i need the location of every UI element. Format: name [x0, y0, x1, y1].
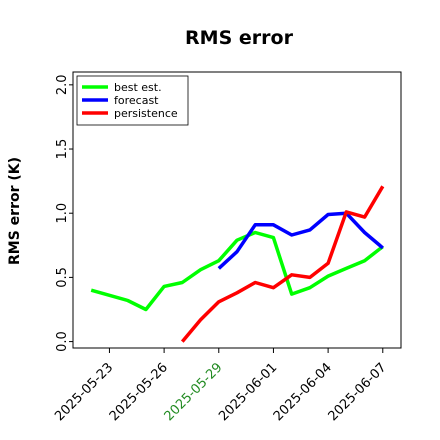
series-layer	[90, 185, 385, 343]
y-tick-label: 0.5	[55, 267, 70, 288]
x-ticks: 2025-05-232025-05-262025-05-292025-06-01…	[52, 348, 390, 424]
plot-frame	[72, 71, 402, 349]
y-axis-label: RMS error (K)	[7, 157, 23, 265]
y-tick-label: 1.0	[55, 203, 70, 224]
series-line-persistence	[180, 185, 385, 343]
series-line-best-est	[90, 230, 384, 312]
legend-label: best est.	[114, 81, 162, 94]
series-line-forecast	[217, 211, 384, 270]
y-tick-label: 2.0	[55, 74, 70, 95]
legend-label: forecast	[114, 94, 159, 107]
y-tick-label: 1.5	[55, 139, 70, 160]
y-tick-label: 0.0	[55, 331, 70, 352]
legend-label: persistence	[114, 107, 178, 120]
chart-title: RMS error	[185, 27, 294, 49]
y-ticks: 0.0 0.5 1.0 1.5 2.0	[55, 74, 73, 352]
x-tick-label: 2025-06-07	[326, 360, 390, 424]
